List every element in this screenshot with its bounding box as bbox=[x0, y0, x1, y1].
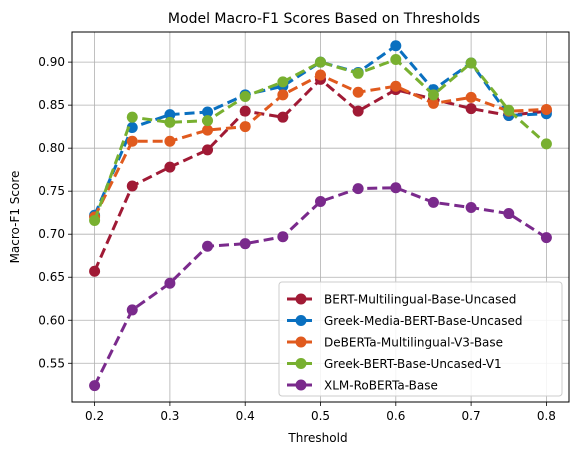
data-point bbox=[428, 89, 439, 100]
data-point bbox=[390, 54, 401, 65]
data-point bbox=[353, 87, 364, 98]
data-point bbox=[164, 162, 175, 173]
data-point bbox=[503, 208, 514, 219]
data-point bbox=[353, 106, 364, 117]
legend-swatch-marker bbox=[296, 337, 307, 348]
y-axis-ticks: 0.55 0.60 0.65 0.70 0.75 0.80 0.85 0.90 bbox=[38, 55, 72, 370]
legend-label: DeBERTa-Multilingual-V3-Base bbox=[324, 336, 503, 350]
data-point bbox=[353, 183, 364, 194]
legend-label: Greek-BERT-Base-Uncased-V1 bbox=[324, 357, 502, 371]
y-axis-label: Macro-F1 Score bbox=[8, 171, 22, 264]
data-point bbox=[240, 121, 251, 132]
legend-label: Greek-Media-BERT-Base-Uncased bbox=[324, 314, 523, 328]
data-point bbox=[202, 144, 213, 155]
data-point bbox=[390, 81, 401, 92]
y-tick-label: 0.75 bbox=[38, 184, 65, 198]
data-point bbox=[390, 182, 401, 193]
data-point bbox=[127, 136, 138, 147]
data-point bbox=[277, 112, 288, 123]
data-point bbox=[240, 91, 251, 102]
legend: BERT-Multilingual-Base-Uncased Greek-Medi… bbox=[279, 282, 562, 396]
data-point bbox=[127, 112, 138, 123]
data-point bbox=[315, 57, 326, 68]
chart-title: Model Macro-F1 Scores Based on Threshold… bbox=[168, 11, 480, 27]
x-tick-label: 0.7 bbox=[462, 409, 481, 423]
x-axis-label: Threshold bbox=[287, 431, 347, 445]
data-point bbox=[202, 125, 213, 136]
y-tick-label: 0.60 bbox=[38, 313, 65, 327]
x-tick-label: 0.3 bbox=[160, 409, 179, 423]
legend-swatch-marker bbox=[296, 358, 307, 369]
data-point bbox=[466, 92, 477, 103]
data-point bbox=[541, 138, 552, 149]
data-point bbox=[277, 76, 288, 87]
x-tick-label: 0.8 bbox=[537, 409, 556, 423]
data-point bbox=[89, 215, 100, 226]
data-point bbox=[503, 105, 514, 116]
data-point bbox=[315, 70, 326, 81]
data-point bbox=[164, 117, 175, 128]
x-tick-label: 0.6 bbox=[386, 409, 405, 423]
legend-swatch-marker bbox=[296, 294, 307, 305]
data-point bbox=[89, 266, 100, 277]
data-point bbox=[277, 89, 288, 100]
data-point bbox=[89, 380, 100, 391]
data-point bbox=[202, 115, 213, 126]
data-point bbox=[428, 197, 439, 208]
x-axis-ticks: 0.2 0.3 0.4 0.5 0.6 0.7 0.8 bbox=[85, 402, 556, 423]
data-point bbox=[466, 57, 477, 68]
y-tick-label: 0.70 bbox=[38, 227, 65, 241]
legend-swatch-marker bbox=[296, 315, 307, 326]
legend-swatch-marker bbox=[296, 380, 307, 391]
data-point bbox=[164, 136, 175, 147]
data-point bbox=[466, 202, 477, 213]
x-tick-label: 0.5 bbox=[311, 409, 330, 423]
data-point bbox=[541, 232, 552, 243]
data-point bbox=[202, 241, 213, 252]
data-point bbox=[127, 181, 138, 192]
x-tick-label: 0.4 bbox=[236, 409, 255, 423]
data-point bbox=[466, 103, 477, 114]
data-point bbox=[127, 304, 138, 315]
data-point bbox=[315, 196, 326, 207]
y-tick-label: 0.55 bbox=[38, 356, 65, 370]
data-point bbox=[240, 106, 251, 117]
y-tick-label: 0.85 bbox=[38, 98, 65, 112]
data-point bbox=[353, 68, 364, 79]
data-point bbox=[277, 231, 288, 242]
data-point bbox=[240, 238, 251, 249]
data-point bbox=[390, 40, 401, 51]
y-tick-label: 0.80 bbox=[38, 141, 65, 155]
y-tick-label: 0.90 bbox=[38, 55, 65, 69]
x-tick-label: 0.2 bbox=[85, 409, 104, 423]
y-tick-label: 0.65 bbox=[38, 270, 65, 284]
legend-label: BERT-Multilingual-Base-Uncased bbox=[324, 293, 516, 307]
data-point bbox=[164, 278, 175, 289]
legend-label: XLM-RoBERTa-Base bbox=[324, 379, 438, 393]
data-point bbox=[541, 104, 552, 115]
